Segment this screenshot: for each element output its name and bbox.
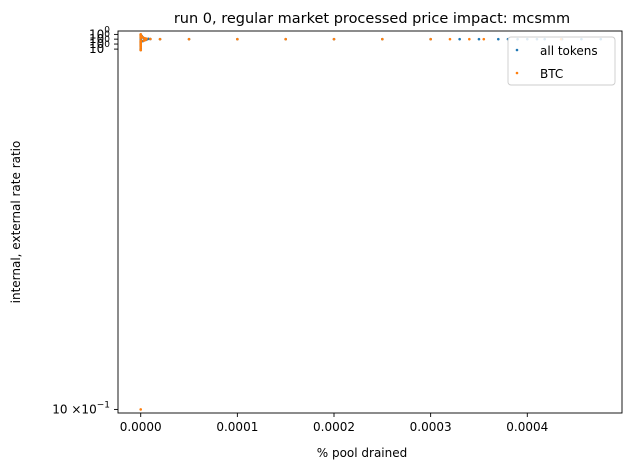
- legend: all tokens BTC: [507, 36, 616, 86]
- x-axis-label: % pool drained: [317, 446, 408, 460]
- x-tick-label: 0.0002: [313, 420, 355, 434]
- y-tick-label: 100: [89, 40, 110, 56]
- y-tick-label: 100: [89, 25, 110, 41]
- x-axis: 0.0000 0.0001 0.0002 0.0003 0.0004: [120, 413, 548, 434]
- plot-points: [139, 32, 603, 411]
- data-point: [149, 37, 152, 41]
- legend-marker-all-tokens: [515, 48, 519, 52]
- x-tick-label: 0.0001: [216, 420, 258, 434]
- data-point: [187, 37, 191, 41]
- legend-label-all-tokens: all tokens: [540, 44, 598, 58]
- data-point: [496, 37, 500, 41]
- series-btc: [139, 32, 563, 411]
- plot-frame: [117, 30, 623, 414]
- data-point: [482, 37, 486, 41]
- x-tick-label: 0.0004: [506, 420, 548, 434]
- y-tick-label: 100: [89, 35, 110, 51]
- data-point: [477, 37, 481, 41]
- data-point: [158, 37, 162, 41]
- legend-box: [507, 36, 616, 86]
- data-point: [236, 37, 239, 41]
- y-tick-label: 10 ×10−1: [52, 400, 110, 416]
- data-point: [139, 46, 143, 49]
- x-tick-label: 0.0003: [410, 420, 452, 434]
- legend-marker-btc: [515, 71, 519, 75]
- data-point: [468, 37, 471, 41]
- y-axis-label: internal, external rate ratio: [9, 141, 23, 304]
- y-tick-label: 100: [89, 30, 110, 46]
- data-point: [458, 37, 461, 41]
- data-point: [144, 38, 147, 42]
- x-tick-label: 0.0000: [120, 420, 162, 434]
- data-point: [381, 37, 384, 41]
- data-point: [139, 408, 143, 411]
- chart-title: run 0, regular market processed price im…: [174, 11, 570, 27]
- data-point: [139, 48, 143, 52]
- data-point: [448, 37, 452, 41]
- data-point: [332, 37, 336, 41]
- data-point: [429, 37, 432, 41]
- legend-label-btc: BTC: [540, 67, 563, 81]
- data-point: [284, 37, 287, 41]
